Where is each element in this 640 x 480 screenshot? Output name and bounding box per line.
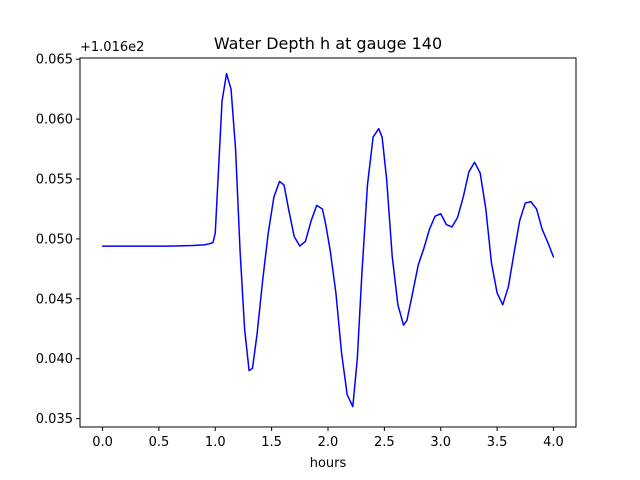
y-tick-label: 0.050 bbox=[36, 232, 73, 247]
x-axis-label: hours bbox=[310, 456, 347, 471]
y-axis-offset-label: +1.016e2 bbox=[80, 40, 144, 55]
y-tick-label: 0.045 bbox=[36, 292, 73, 307]
x-tick-label: 2.0 bbox=[318, 435, 339, 450]
x-tick-label: 1.5 bbox=[261, 435, 282, 450]
plot-area: 0.0 0.5 1.0 1.5 2.0 2.5 3.0 3.5 4.0 0.035 0.040 0.0… bbox=[36, 53, 577, 450]
y-tick-label: 0.055 bbox=[36, 173, 73, 188]
y-tick-label: 0.060 bbox=[36, 113, 73, 128]
chart-title: Water Depth h at gauge 140 bbox=[214, 34, 442, 53]
y-tick-label: 0.035 bbox=[36, 412, 73, 427]
x-tick-label: 3.0 bbox=[430, 435, 451, 450]
x-tick-label: 0.0 bbox=[92, 435, 113, 450]
x-tick-label: 3.5 bbox=[487, 435, 508, 450]
x-tick-label: 4.0 bbox=[543, 435, 564, 450]
series-line-0 bbox=[101, 72, 555, 408]
y-tick-label: 0.040 bbox=[36, 352, 73, 367]
y-tick-label: 0.065 bbox=[36, 53, 73, 68]
x-tick-label: 0.5 bbox=[149, 435, 170, 450]
x-tick-label: 2.5 bbox=[374, 435, 395, 450]
x-tick-label: 1.0 bbox=[205, 435, 226, 450]
